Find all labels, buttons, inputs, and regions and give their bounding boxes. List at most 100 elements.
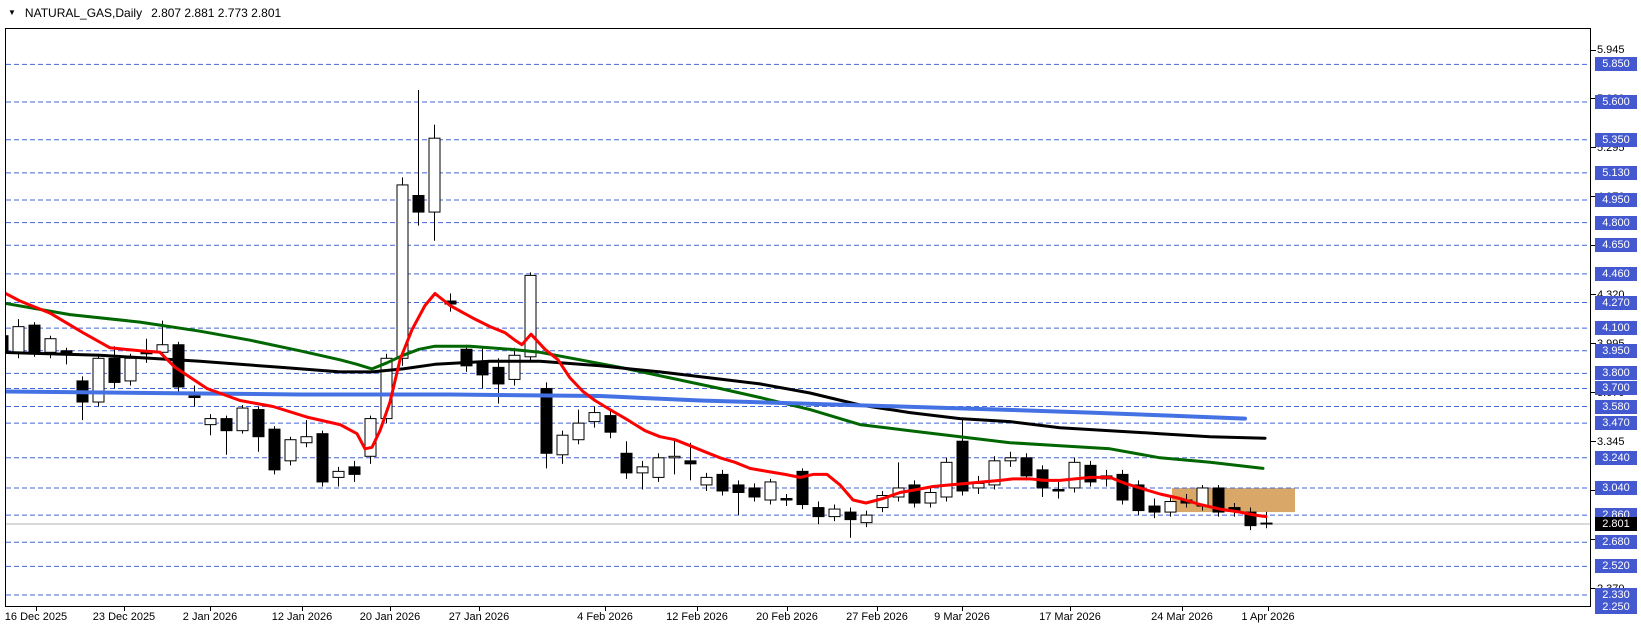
candle-body-bear xyxy=(540,387,553,454)
candle-body-bull xyxy=(636,466,649,474)
date-tick xyxy=(1182,607,1183,611)
candle-body-bear xyxy=(780,498,793,501)
candle xyxy=(28,322,41,357)
candle xyxy=(556,430,569,464)
symbol-dropdown-arrow-icon[interactable]: ▼ xyxy=(8,8,16,17)
candle-body-bull xyxy=(652,457,665,478)
candle xyxy=(348,460,361,482)
candle xyxy=(908,480,921,508)
candle-body-bull xyxy=(860,514,873,524)
date-label: 24 Mar 2026 xyxy=(1151,611,1213,623)
candle xyxy=(284,436,297,466)
candle-body-bull xyxy=(924,491,937,504)
price-scale-tick xyxy=(1591,196,1596,198)
date-tick xyxy=(390,607,391,611)
candle xyxy=(252,406,265,452)
date-label: 20 Jan 2026 xyxy=(359,611,421,623)
candle-body-bear xyxy=(412,194,425,213)
candle xyxy=(876,490,889,513)
ma-green-slow xyxy=(6,302,1265,470)
candle xyxy=(732,480,745,516)
price-scale-tick xyxy=(1591,147,1596,149)
price-level-label: 5.850 xyxy=(1595,57,1637,72)
date-label: 27 Feb 2026 xyxy=(846,611,908,623)
candle-body-bull xyxy=(364,418,377,457)
candle-body-bear xyxy=(1132,484,1145,512)
ma-red-fast xyxy=(6,291,1268,519)
price-scale-tick xyxy=(1591,441,1596,443)
candle xyxy=(60,347,73,365)
price-scale-tick xyxy=(1591,245,1596,247)
candle-body-bull xyxy=(1068,461,1081,489)
date-tick xyxy=(605,607,606,611)
candle-body-bull xyxy=(204,418,217,426)
candle xyxy=(396,177,409,366)
candle-body-bear xyxy=(1116,473,1129,501)
candle xyxy=(924,487,937,508)
date-tick xyxy=(877,607,878,611)
candle xyxy=(620,441,633,479)
price-level-label: 4.950 xyxy=(1595,193,1637,207)
candle xyxy=(332,466,345,487)
date-tick xyxy=(787,607,788,611)
candle-body-bull xyxy=(764,481,777,501)
price-level-label: 3.700 xyxy=(1595,381,1637,396)
candle-body-bear xyxy=(252,409,265,438)
price-level-label: 5.130 xyxy=(1595,165,1637,180)
candle-body-bear xyxy=(1020,457,1033,477)
price-scale-label: 3.345 xyxy=(1597,435,1625,448)
candle xyxy=(700,472,713,491)
chart-ohlc-values: 2.807 2.881 2.773 2.801 xyxy=(151,6,282,20)
price-scale-tick xyxy=(1591,588,1596,590)
date-label: 12 Jan 2026 xyxy=(271,611,333,623)
candle xyxy=(508,347,521,386)
candle xyxy=(604,409,617,439)
date-tick xyxy=(124,607,125,611)
date-tick xyxy=(1268,607,1269,611)
candle xyxy=(796,468,809,510)
price-scale-tick xyxy=(1591,294,1596,296)
candle xyxy=(668,438,681,475)
candle-body-bull xyxy=(1004,457,1017,462)
candle xyxy=(684,442,697,481)
date-tick xyxy=(1070,607,1071,611)
candle xyxy=(1164,497,1177,517)
candle-body-bear xyxy=(28,324,41,353)
price-scale-tick xyxy=(1591,392,1596,394)
candle-body-bear xyxy=(1084,464,1097,483)
candle-body-bull xyxy=(156,344,169,353)
candle-body-bull xyxy=(524,274,537,358)
candle xyxy=(860,510,873,528)
candle-body-bear xyxy=(460,348,473,367)
date-tick xyxy=(479,607,480,611)
candle xyxy=(524,272,537,362)
candle-body-bear xyxy=(844,511,857,521)
candle-body-bear xyxy=(1244,511,1257,527)
candle xyxy=(844,507,857,538)
price-scale-tick xyxy=(1591,343,1596,345)
candle xyxy=(1068,457,1081,493)
candle xyxy=(1244,507,1257,531)
candle xyxy=(828,504,841,522)
candle-body-bull xyxy=(396,184,409,359)
moving-averages-layer xyxy=(6,291,1268,519)
candle xyxy=(1148,498,1161,519)
price-level-label: 2.520 xyxy=(1595,559,1637,574)
candle-body-bull xyxy=(572,422,585,441)
date-label: 1 Apr 2026 xyxy=(1241,611,1295,623)
price-level-label: 2.680 xyxy=(1595,535,1637,550)
candle-body-bear xyxy=(268,428,281,471)
candle xyxy=(748,483,761,502)
price-level-label: 2.250 xyxy=(1595,600,1637,615)
candle xyxy=(1260,511,1273,529)
candle-body-bull xyxy=(1164,501,1177,513)
candle-body-bull xyxy=(988,460,1001,486)
candles-layer xyxy=(6,89,1273,538)
price-level-label: 4.270 xyxy=(1595,295,1637,310)
date-label: 20 Feb 2026 xyxy=(756,611,818,623)
candle xyxy=(780,493,793,507)
price-level-label: 4.800 xyxy=(1595,215,1637,230)
ma-blue-flat xyxy=(6,389,1247,421)
